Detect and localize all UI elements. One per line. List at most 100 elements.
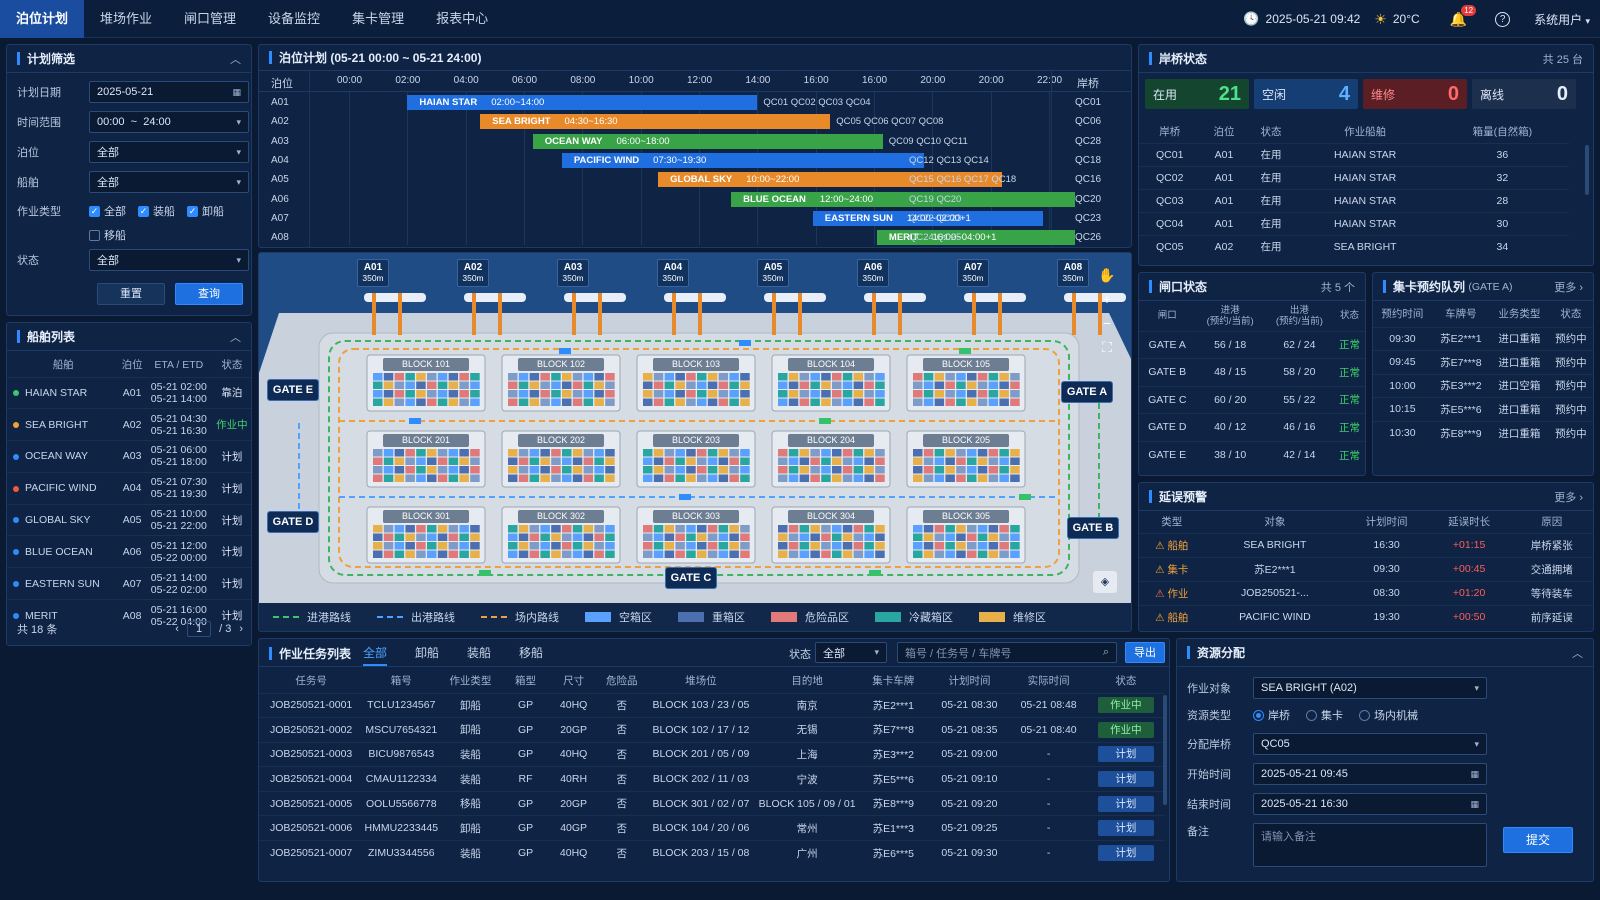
submit-button[interactable]: 提交 <box>1503 827 1573 853</box>
nav-item-5[interactable]: 报表中心 <box>436 10 489 26</box>
block-label[interactable]: BLOCK 103 <box>653 358 739 371</box>
delay-row[interactable]: ⚠ 作业 JOB250521-... 08:30 +01:20 等待装车 <box>1139 581 1593 605</box>
search-icon[interactable]: ⌕ <box>1102 646 1109 658</box>
berth-marker[interactable]: A03 350m <box>557 259 589 287</box>
gate-c-marker[interactable]: GATE C <box>665 567 717 589</box>
task-row[interactable]: JOB250521-0004 CMAU1122334 装船 RF 40RH 否 BLOCK … <box>259 766 1165 792</box>
crane-row[interactable]: QC03 A01 在用 HAIAN STAR 28 <box>1139 189 1569 212</box>
task-tab-0[interactable]: 全部 <box>363 640 388 666</box>
nav-item-4[interactable]: 集卡管理 <box>352 10 405 26</box>
gantt-bar[interactable]: SEA BRIGHT 04:30~16:30 <box>480 114 831 130</box>
nav-item-0[interactable]: 泊位计划 <box>0 0 85 38</box>
gate-e-marker[interactable]: GATE E <box>267 379 319 401</box>
block-label[interactable]: BLOCK 202 <box>518 434 604 447</box>
block-label[interactable]: BLOCK 205 <box>923 434 1009 447</box>
task-tab-2[interactable]: 装船 <box>467 646 492 660</box>
ship-row[interactable]: GLOBAL SKY A05 05-21 10:00 05-21 22:00 计划 <box>7 504 251 536</box>
nav-item-3[interactable]: 设备监控 <box>268 10 321 26</box>
export-button[interactable]: 导出 <box>1125 642 1165 663</box>
berth-marker[interactable]: A02 350m <box>457 259 489 287</box>
assign-crane-select[interactable]: QC05 ▾ <box>1253 733 1487 755</box>
status-select[interactable]: 全部 ▾ <box>89 249 249 271</box>
task-row[interactable]: JOB250521-0005 OOLU5566778 移船 GP 20GP 否 BLOCK … <box>259 791 1165 816</box>
queue-row[interactable]: 10:00 苏E3***2 进口空箱 预约中 <box>1373 374 1593 398</box>
terminal-map[interactable]: A01 350m A02 350m A03 350m A04 350m A05 350m A06 35… <box>259 253 1131 603</box>
queue-row[interactable]: 10:30 苏E8***9 进口重箱 预约中 <box>1373 421 1593 445</box>
crane-row[interactable]: QC01 A01 在用 HAIAN STAR 36 <box>1139 143 1569 166</box>
berth-marker[interactable]: A05 350m <box>757 259 789 287</box>
query-button[interactable]: 查询 <box>175 283 243 305</box>
target-select[interactable]: SEA BRIGHT (A02) ▾ <box>1253 677 1487 699</box>
gate-row[interactable]: GATE A 56 / 18 62 / 24 正常 <box>1139 331 1365 359</box>
collapse-icon[interactable]: ︿ <box>230 331 241 344</box>
gantt-bar[interactable]: OCEAN WAY 06:00~18:00 <box>532 133 883 149</box>
ship-row[interactable]: MERIT A08 05-21 16:00 05-22 04:00 计划 <box>7 599 251 632</box>
delay-more-link[interactable]: 更多 › <box>1554 491 1583 504</box>
work-type-checkbox-2[interactable]: ✓ 卸船 <box>187 203 224 219</box>
crane-row[interactable]: QC02 A01 在用 HAIAN STAR 32 <box>1139 166 1569 189</box>
next-page-icon[interactable]: › <box>239 623 243 635</box>
gantt-bar[interactable]: BLUE OCEAN 12:00~24:00 <box>731 191 1076 207</box>
start-time-input[interactable]: 2025-05-21 09:45 ▦ <box>1253 763 1487 785</box>
zoom-out-icon[interactable]: − <box>1102 315 1112 331</box>
work-type-checkbox-1[interactable]: ✓ 装船 <box>138 203 175 219</box>
resource-type-radio-2[interactable]: 场内机械 <box>1359 707 1418 723</box>
block-label[interactable]: BLOCK 105 <box>923 358 1009 371</box>
task-tab-3[interactable]: 移船 <box>519 646 544 660</box>
time-range-input[interactable]: 00:00 ~ 24:00 ▾ <box>89 111 249 133</box>
delay-row[interactable]: ⚠ 船舶 SEA BRIGHT 16:30 +01:15 岸桥紧张 <box>1139 533 1593 557</box>
berth-marker[interactable]: A06 350m <box>857 259 889 287</box>
block-label[interactable]: BLOCK 201 <box>383 434 469 447</box>
block-label[interactable]: BLOCK 104 <box>788 358 874 371</box>
gate-row[interactable]: GATE B 48 / 15 58 / 20 正常 <box>1139 358 1365 387</box>
block-label[interactable]: BLOCK 305 <box>923 510 1009 523</box>
gate-d-marker[interactable]: GATE D <box>267 511 319 533</box>
collapse-icon[interactable]: ︿ <box>230 53 241 66</box>
gantt-bar[interactable]: EASTERN SUN 14:00~02:00+1 <box>812 210 1044 226</box>
gate-row[interactable]: GATE E 38 / 10 42 / 14 正常 <box>1139 441 1365 469</box>
prev-page-icon[interactable]: ‹ <box>175 623 179 635</box>
task-row[interactable]: JOB250521-0001 TCLU1234567 卸船 GP 40HQ 否 BLOCK … <box>259 693 1165 718</box>
date-input[interactable]: 2025-05-21 ▦ <box>89 81 249 103</box>
hand-icon[interactable]: ✋ <box>1098 267 1116 283</box>
resource-type-radio-1[interactable]: 集卡 <box>1306 707 1343 723</box>
help-icon[interactable]: ? <box>1495 11 1511 27</box>
queue-row[interactable]: 09:45 苏E7***8 进口重箱 预约中 <box>1373 350 1593 375</box>
task-tab-1[interactable]: 卸船 <box>415 646 440 660</box>
page-input[interactable]: 1 <box>186 621 212 637</box>
task-row[interactable]: JOB250521-0002 MSCU7654321 卸船 GP 20GP 否 BLOCK … <box>259 717 1165 743</box>
crane-row[interactable]: QC05 A02 在用 SEA BRIGHT 34 <box>1139 235 1569 258</box>
gate-b-marker[interactable]: GATE B <box>1067 517 1119 539</box>
ship-row[interactable]: EASTERN SUN A07 05-21 14:00 05-22 02:00 计划 <box>7 567 251 600</box>
end-time-input[interactable]: 2025-05-21 16:30 ▦ <box>1253 793 1487 815</box>
ship-row[interactable]: SEA BRIGHT A02 05-21 04:30 05-21 16:30 作业中 <box>7 408 251 441</box>
reset-button[interactable]: 重置 <box>97 283 165 305</box>
gantt-bar[interactable]: PACIFIC WIND 07:30~19:30 <box>561 152 924 168</box>
block-label[interactable]: BLOCK 203 <box>653 434 739 447</box>
block-label[interactable]: BLOCK 302 <box>518 510 604 523</box>
queue-more-link[interactable]: 更多 › <box>1554 281 1583 294</box>
bell-icon[interactable]: 🔔 12 <box>1450 4 1477 28</box>
block-label[interactable]: BLOCK 204 <box>788 434 874 447</box>
delay-row[interactable]: ⚠ 船舶 PACIFIC WIND 19:30 +00:50 前序延误 <box>1139 605 1593 629</box>
task-row[interactable]: JOB250521-0006 HMMU2233445 卸船 GP 40GP 否 BLOCK … <box>259 815 1165 841</box>
gantt-bar[interactable]: MERIT 16:00~04:00+1 <box>876 230 1076 246</box>
queue-row[interactable]: 10:15 苏E5***6 进口重箱 预约中 <box>1373 397 1593 422</box>
task-search-input[interactable]: 箱号 / 任务号 / 车牌号 ⌕ <box>897 642 1117 663</box>
user-menu[interactable]: 系统用户 ▾ <box>1534 11 1590 28</box>
ship-row[interactable]: HAIAN STAR A01 05-21 02:00 05-21 14:00 靠泊 <box>7 377 251 409</box>
block-label[interactable]: BLOCK 102 <box>518 358 604 371</box>
crane-row[interactable]: QC04 A01 在用 HAIAN STAR 30 <box>1139 212 1569 235</box>
nav-item-1[interactable]: 堆场作业 <box>100 10 153 26</box>
ship-select[interactable]: 全部 ▾ <box>89 171 249 193</box>
task-row[interactable]: JOB250521-0003 BICU9876543 装船 GP 40HQ 否 BLOCK … <box>259 742 1165 767</box>
gate-row[interactable]: GATE D 40 / 12 46 / 16 正常 <box>1139 413 1365 442</box>
delay-row[interactable]: ⚠ 集卡 苏E2***1 09:30 +00:45 交通拥堵 <box>1139 557 1593 581</box>
task-row[interactable]: JOB250521-0007 ZIMU3344556 装船 GP 40HQ 否 BLOCK … <box>259 840 1165 866</box>
fullscreen-icon[interactable]: ⛶ <box>1102 339 1112 355</box>
berth-marker[interactable]: A01 350m <box>357 259 389 287</box>
crane-scrollbar[interactable] <box>1585 145 1589 195</box>
zoom-in-icon[interactable]: + <box>1102 291 1112 307</box>
block-label[interactable]: BLOCK 303 <box>653 510 739 523</box>
note-textarea[interactable]: 请输入备注 <box>1253 823 1487 867</box>
